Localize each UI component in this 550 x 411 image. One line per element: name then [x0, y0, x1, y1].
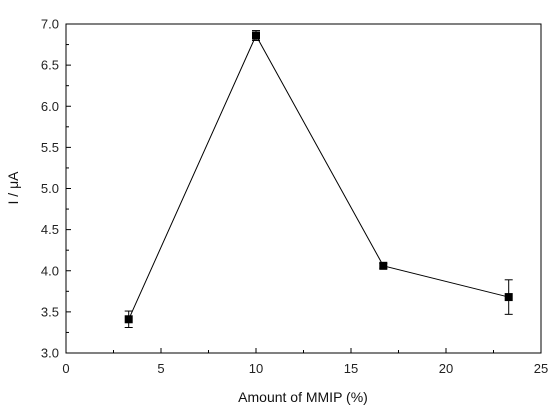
y-axis: 3.0 3.5 4.0 4.5 5.0 5.5 6.0 6.5 7.0	[41, 17, 71, 361]
y-tick-label: 3.0	[41, 346, 59, 361]
y-tick-label: 5.5	[41, 140, 59, 155]
y-tick-label: 6.5	[41, 58, 59, 73]
x-axis-title: Amount of MMIP (%)	[238, 389, 368, 405]
y-tick-label: 7.0	[41, 17, 59, 32]
x-axis: 0 5 10 15 20 25	[62, 348, 548, 376]
x-tick-label: 0	[62, 361, 69, 376]
x-tick-label: 20	[439, 361, 453, 376]
y-tick-label: 4.5	[41, 222, 59, 237]
y-tick-label: 3.5	[41, 304, 59, 319]
y-tick-label: 5.0	[41, 181, 59, 196]
data-point	[252, 31, 260, 40]
plot-frame	[65, 23, 542, 354]
series-layer	[124, 30, 513, 329]
x-tick-label: 5	[157, 361, 164, 376]
data-point	[504, 293, 513, 302]
data-point	[124, 315, 133, 324]
y-axis-title: I / μA	[5, 171, 21, 205]
x-tick-label: 10	[249, 361, 263, 376]
y-tick-label: 6.0	[41, 99, 59, 114]
series-line	[128, 34, 509, 320]
data-point	[379, 261, 388, 270]
y-tick-label: 4.0	[41, 263, 59, 278]
x-tick-label: 15	[344, 361, 358, 376]
x-tick-label: 25	[534, 361, 548, 376]
